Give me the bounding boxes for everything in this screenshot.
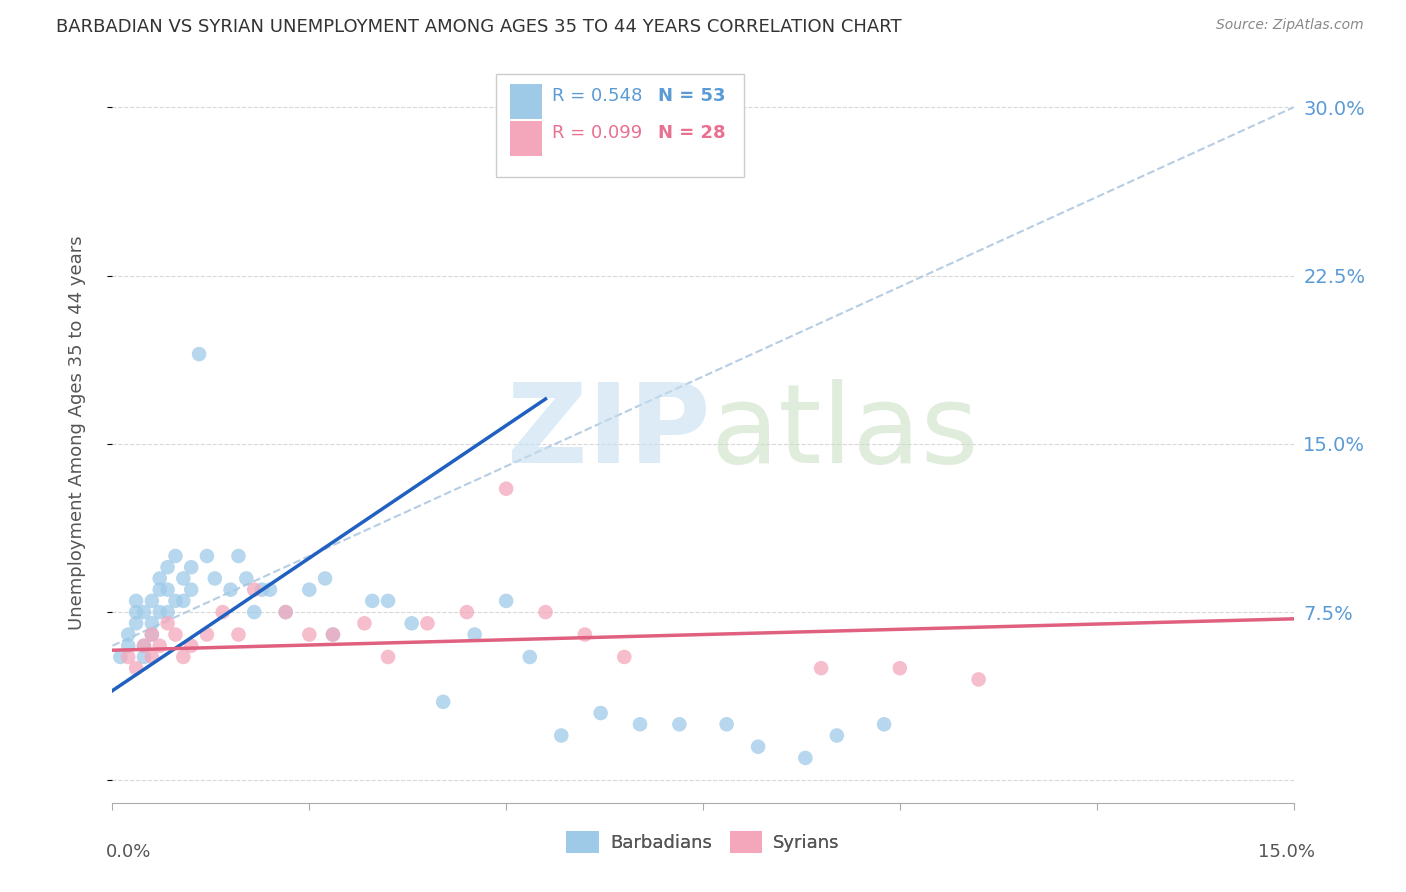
Text: 0.0%: 0.0% <box>105 843 150 861</box>
Text: N = 28: N = 28 <box>658 124 725 142</box>
FancyBboxPatch shape <box>510 84 543 119</box>
Point <box>668 717 690 731</box>
Point <box>172 650 194 665</box>
Point <box>967 673 990 687</box>
Point <box>141 594 163 608</box>
Point <box>259 582 281 597</box>
Point <box>519 650 541 665</box>
Point <box>188 347 211 361</box>
Point <box>149 639 172 653</box>
Point <box>298 582 321 597</box>
Point <box>464 627 486 641</box>
Point <box>132 639 155 653</box>
Point <box>353 616 375 631</box>
Point <box>180 560 202 574</box>
Point <box>117 627 139 641</box>
Text: BARBADIAN VS SYRIAN UNEMPLOYMENT AMONG AGES 35 TO 44 YEARS CORRELATION CHART: BARBADIAN VS SYRIAN UNEMPLOYMENT AMONG A… <box>56 18 901 36</box>
Point <box>156 560 179 574</box>
Point <box>156 605 179 619</box>
Point <box>125 616 148 631</box>
Point <box>132 650 155 665</box>
Point <box>377 650 399 665</box>
Point <box>495 482 517 496</box>
Point <box>219 582 242 597</box>
Point <box>228 627 250 641</box>
Point <box>314 571 336 585</box>
Point <box>132 605 155 619</box>
Point <box>298 627 321 641</box>
FancyBboxPatch shape <box>496 73 744 178</box>
Point <box>117 650 139 665</box>
Point <box>180 639 202 653</box>
Point <box>574 627 596 641</box>
Point <box>195 549 218 563</box>
Point <box>243 605 266 619</box>
Point <box>204 571 226 585</box>
Point <box>810 661 832 675</box>
Point <box>125 594 148 608</box>
Point <box>274 605 297 619</box>
Point <box>825 729 848 743</box>
Point <box>794 751 817 765</box>
Point <box>211 605 233 619</box>
Point <box>141 627 163 641</box>
Text: 15.0%: 15.0% <box>1257 843 1315 861</box>
Point <box>250 582 273 597</box>
Point <box>873 717 896 731</box>
Text: N = 53: N = 53 <box>658 87 725 104</box>
Point <box>141 616 163 631</box>
Point <box>628 717 651 731</box>
Point <box>361 594 384 608</box>
Point <box>141 627 163 641</box>
Point <box>456 605 478 619</box>
Point <box>156 582 179 597</box>
Point <box>132 639 155 653</box>
Point <box>141 650 163 665</box>
Point <box>589 706 612 720</box>
Point <box>125 661 148 675</box>
Point <box>534 605 557 619</box>
Text: R = 0.548: R = 0.548 <box>551 87 643 104</box>
Point <box>550 729 572 743</box>
Point <box>716 717 738 731</box>
Point <box>172 594 194 608</box>
Point <box>401 616 423 631</box>
Point <box>322 627 344 641</box>
Text: atlas: atlas <box>710 379 979 486</box>
Point <box>243 582 266 597</box>
Text: R = 0.099: R = 0.099 <box>551 124 643 142</box>
Point <box>165 627 187 641</box>
Text: ZIP: ZIP <box>506 379 710 486</box>
Point <box>235 571 257 585</box>
Point <box>195 627 218 641</box>
Legend: Barbadians, Syrians: Barbadians, Syrians <box>560 824 846 861</box>
Y-axis label: Unemployment Among Ages 35 to 44 years: Unemployment Among Ages 35 to 44 years <box>67 235 86 630</box>
Point <box>377 594 399 608</box>
Point <box>149 605 172 619</box>
Point <box>165 549 187 563</box>
Point <box>110 650 132 665</box>
Point <box>156 616 179 631</box>
Point <box>149 582 172 597</box>
Point <box>149 571 172 585</box>
Point <box>274 605 297 619</box>
Point <box>172 571 194 585</box>
Point <box>180 582 202 597</box>
Point <box>228 549 250 563</box>
Point <box>613 650 636 665</box>
Point <box>125 605 148 619</box>
Point <box>322 627 344 641</box>
Point <box>117 639 139 653</box>
FancyBboxPatch shape <box>510 121 543 156</box>
Point <box>889 661 911 675</box>
Point <box>416 616 439 631</box>
Point <box>495 594 517 608</box>
Point <box>747 739 769 754</box>
Point <box>165 594 187 608</box>
Text: Source: ZipAtlas.com: Source: ZipAtlas.com <box>1216 18 1364 32</box>
Point <box>432 695 454 709</box>
